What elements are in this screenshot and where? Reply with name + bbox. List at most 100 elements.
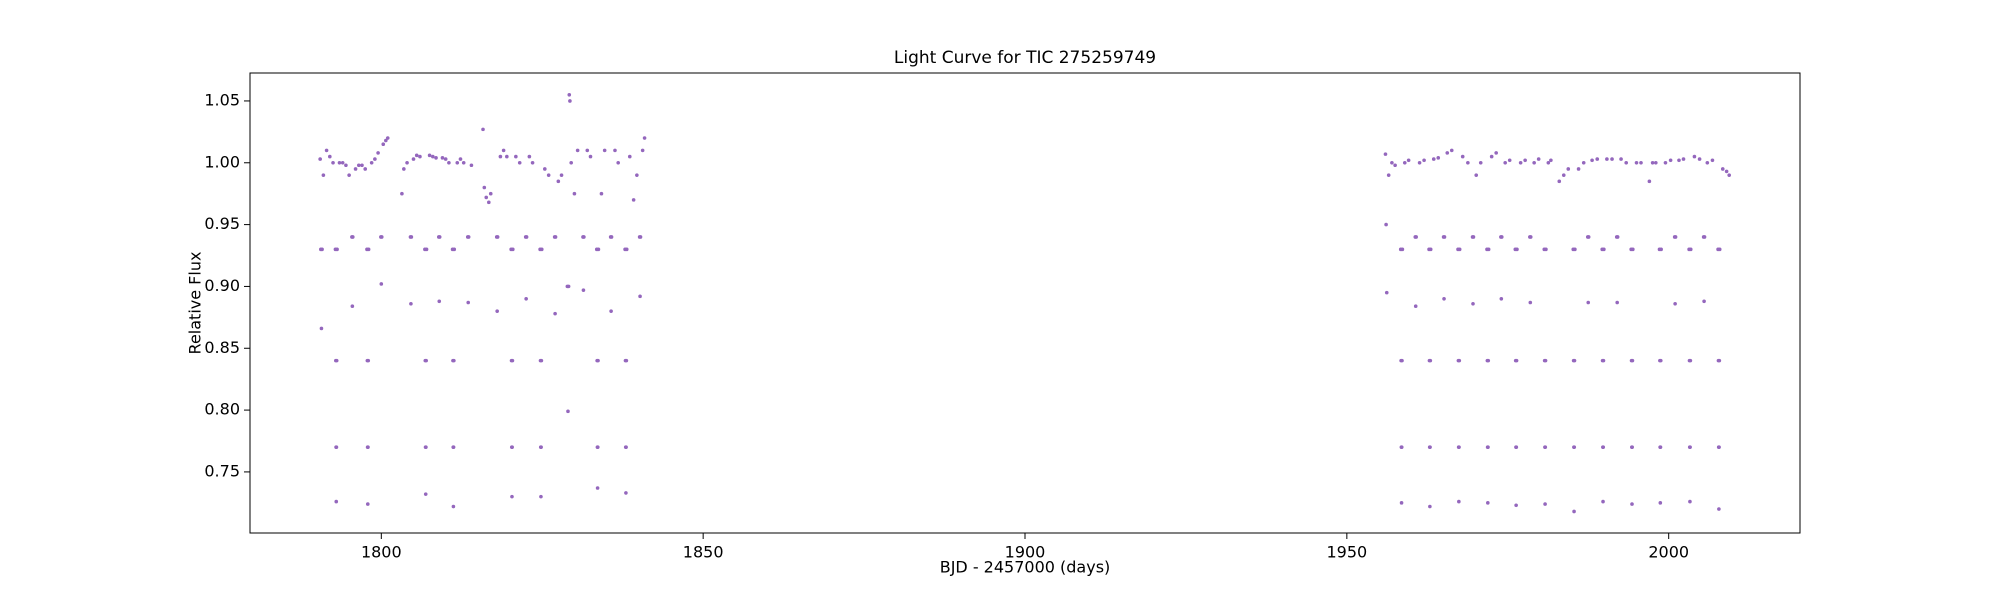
data-point (1518, 160, 1523, 165)
data-point (328, 154, 332, 159)
data-point (1658, 445, 1663, 449)
data-point (566, 284, 571, 289)
data-point (1702, 235, 1707, 239)
data-point (1413, 304, 1418, 309)
data-point (595, 445, 600, 449)
data-point (376, 151, 380, 155)
data-point (1457, 358, 1462, 363)
plot-frame (249, 72, 1801, 534)
data-point (599, 191, 604, 196)
data-point (411, 157, 416, 161)
data-point (1471, 235, 1476, 239)
data-point (1457, 499, 1461, 504)
data-point (488, 191, 493, 196)
data-point (1681, 157, 1686, 161)
data-point (1663, 160, 1668, 165)
data-point (1523, 158, 1527, 163)
data-point (582, 235, 586, 239)
y-axis-label: Relative Flux (186, 252, 205, 355)
data-point (514, 154, 518, 159)
data-point (635, 173, 639, 177)
data-point (366, 247, 371, 252)
x-tick-label: 1800 (361, 543, 402, 562)
data-point (511, 247, 515, 252)
data-point (1639, 160, 1643, 165)
data-point (461, 160, 466, 165)
data-point (642, 136, 647, 140)
data-point (498, 154, 503, 159)
data-point (1654, 160, 1658, 165)
data-point (1688, 247, 1693, 252)
data-point (466, 300, 471, 305)
data-point (1724, 169, 1729, 174)
data-point (1546, 160, 1551, 165)
data-point (556, 179, 561, 184)
data-point (1486, 501, 1490, 505)
data-point (609, 235, 614, 239)
data-point (481, 127, 485, 132)
data-point (1615, 300, 1619, 305)
data-point (414, 153, 419, 158)
data-point (1673, 235, 1678, 239)
x-axis-label: BJD - 2457000 (days) (940, 558, 1111, 577)
data-point (1406, 158, 1411, 163)
data-point (363, 167, 368, 171)
data-point (1727, 173, 1731, 177)
data-point (1634, 160, 1639, 165)
data-point (1384, 290, 1389, 295)
data-point (379, 235, 384, 239)
data-point (1544, 247, 1548, 252)
x-tick-label: 2000 (1648, 543, 1689, 562)
data-point (487, 200, 491, 205)
data-point (350, 304, 355, 309)
data-point (1615, 235, 1620, 239)
data-point (452, 247, 457, 252)
data-point (524, 235, 529, 239)
data-point (1668, 158, 1673, 163)
data-point (1647, 179, 1652, 184)
data-point (1393, 163, 1397, 168)
data-point (1428, 247, 1433, 252)
data-point (1486, 247, 1491, 252)
data-point (405, 160, 409, 165)
data-point (588, 154, 593, 159)
data-point (347, 173, 351, 177)
data-point (1442, 296, 1446, 301)
data-point (427, 153, 432, 158)
data-point (1514, 445, 1519, 449)
data-point (1515, 247, 1519, 252)
data-point (539, 445, 543, 449)
data-point (596, 358, 600, 363)
data-point (501, 148, 506, 153)
data-point (437, 235, 442, 239)
data-point (335, 247, 339, 252)
data-point (321, 173, 326, 177)
data-point (1572, 509, 1576, 514)
data-point (1659, 247, 1663, 252)
data-point (418, 154, 422, 159)
data-point (1702, 299, 1706, 304)
data-point (539, 247, 544, 252)
data-point (1586, 300, 1591, 305)
data-point (469, 163, 474, 168)
data-point (640, 148, 645, 153)
data-point (1688, 358, 1693, 363)
data-point (1466, 160, 1470, 165)
y-tick-label: 0.95 (204, 214, 240, 233)
data-point (1561, 173, 1566, 177)
data-point (567, 92, 572, 97)
data-point (1383, 152, 1388, 156)
data-point (1384, 222, 1388, 227)
data-point (1386, 173, 1391, 177)
data-point (638, 294, 642, 299)
data-point (1572, 358, 1577, 363)
data-point (1436, 156, 1441, 160)
data-point (638, 235, 643, 239)
data-point (1422, 158, 1426, 163)
data-point (1532, 160, 1536, 165)
data-point (510, 358, 515, 363)
data-point (1543, 502, 1547, 506)
y-tick-label: 0.80 (204, 400, 240, 419)
data-point (344, 163, 348, 168)
